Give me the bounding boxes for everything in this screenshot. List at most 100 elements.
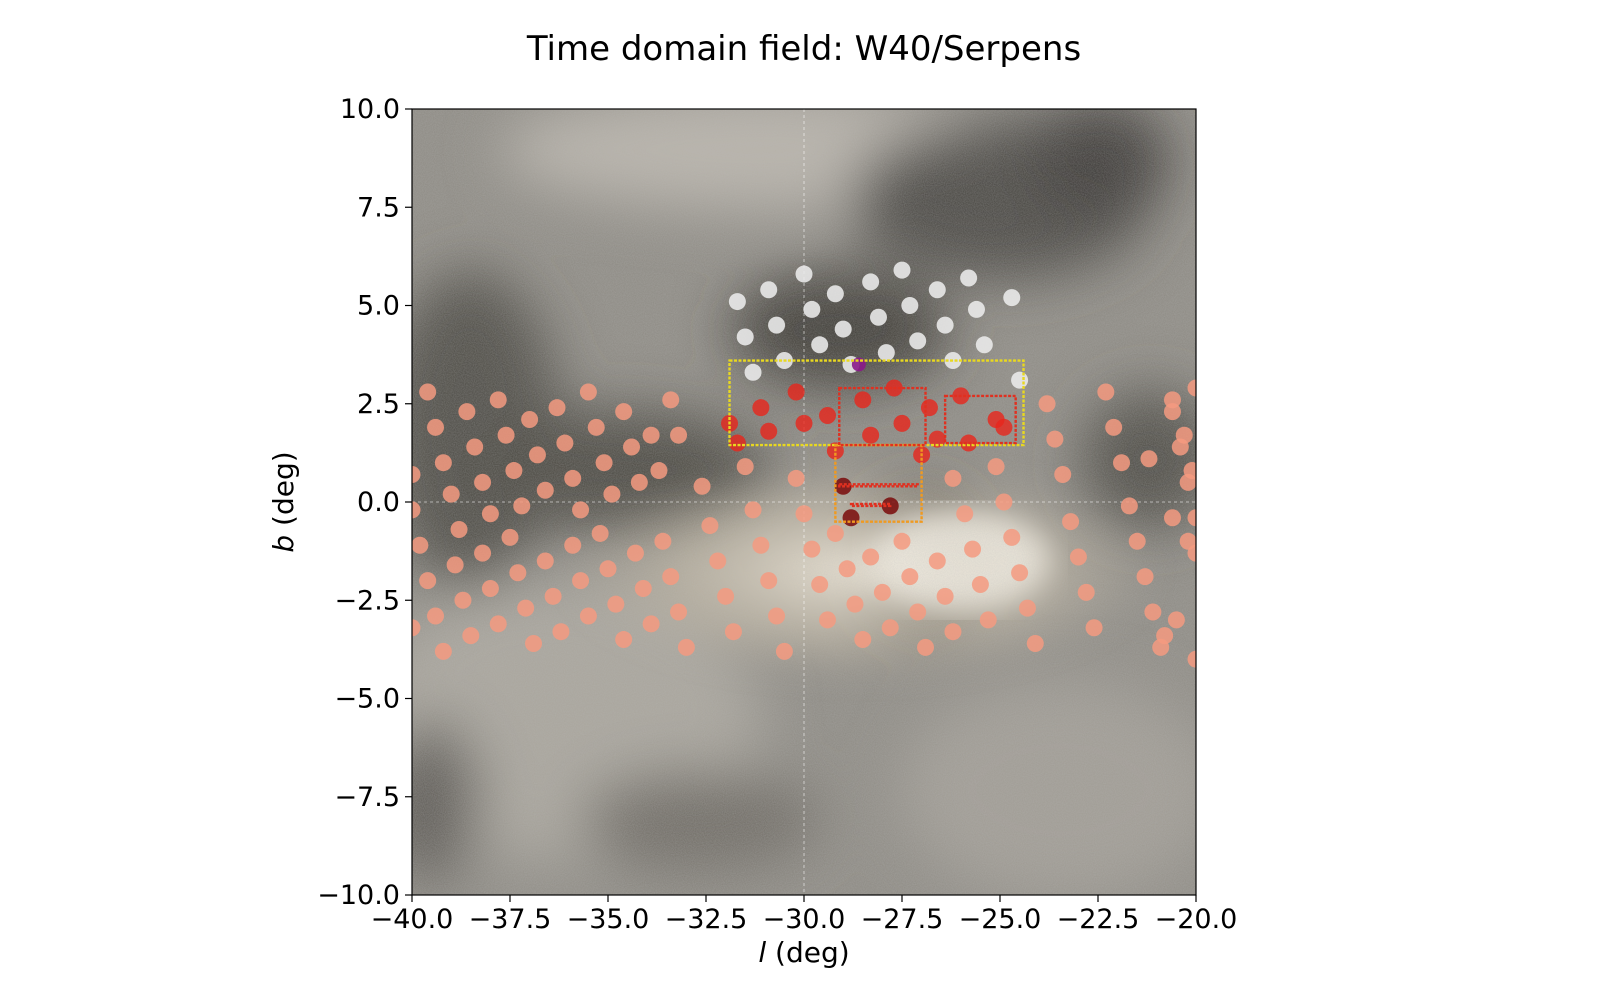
salmon-point	[599, 560, 617, 578]
extinction-map-background	[412, 109, 1196, 895]
salmon-point	[752, 536, 770, 554]
red-point	[920, 399, 938, 417]
salmon-point	[630, 473, 648, 491]
salmon-point	[509, 564, 527, 582]
salmon-point	[670, 426, 688, 444]
y-axis-label: b (deg)	[267, 451, 300, 552]
y-tick-label: −2.5	[334, 585, 400, 616]
white-point	[736, 328, 754, 346]
salmon-point	[1011, 564, 1029, 582]
red-point	[893, 414, 911, 432]
red-point	[928, 430, 946, 448]
salmon-point	[489, 391, 507, 409]
salmon-point	[1187, 379, 1196, 397]
salmon-point	[1167, 611, 1185, 629]
plot-area	[412, 109, 1196, 895]
red-point	[854, 391, 872, 409]
salmon-point	[505, 462, 523, 480]
salmon-point	[826, 524, 844, 542]
salmon-point	[1026, 634, 1044, 652]
red-point	[728, 434, 746, 452]
white-point	[795, 265, 813, 283]
salmon-point	[536, 552, 554, 570]
salmon-point	[1046, 430, 1064, 448]
salmon-point	[434, 642, 452, 660]
white-point	[834, 320, 852, 338]
x-tick-label: −30.0	[763, 904, 846, 935]
y-tick-label: −5.0	[334, 684, 400, 715]
salmon-point	[717, 587, 735, 605]
salmon-point	[481, 579, 499, 597]
white-point	[869, 308, 887, 326]
white-point	[967, 300, 985, 318]
white-point	[928, 281, 946, 299]
salmon-point	[474, 473, 492, 491]
salmon-point	[909, 603, 927, 621]
salmon-point	[677, 638, 695, 656]
red-point	[795, 414, 813, 432]
x-tick-label: −27.5	[861, 904, 944, 935]
salmon-point	[454, 591, 472, 609]
redline-field-outline	[849, 502, 892, 508]
y-tick-label: 7.5	[357, 192, 400, 223]
salmon-point	[587, 418, 605, 436]
salmon-point	[846, 595, 864, 613]
red-point	[995, 418, 1013, 436]
salmon-point	[724, 623, 742, 641]
salmon-point	[623, 438, 641, 456]
salmon-point	[1163, 403, 1181, 421]
salmon-point	[1105, 418, 1123, 436]
salmon-point	[1136, 568, 1154, 586]
salmon-point	[642, 615, 660, 633]
salmon-point	[442, 485, 460, 503]
salmon-point	[701, 517, 719, 535]
red-point	[819, 407, 837, 425]
salmon-point	[964, 540, 982, 558]
salmon-point	[1018, 599, 1036, 617]
salmon-point	[1163, 509, 1181, 527]
salmon-point	[412, 536, 429, 554]
y-tick-label: −10.0	[317, 880, 400, 911]
salmon-point	[1113, 454, 1131, 472]
salmon-point	[572, 572, 590, 590]
salmon-point	[513, 497, 531, 515]
y-axis-ticks: 10.0 7.5 5.0 2.5 0.0 −2.5 −5.0 −7.5 −10.0	[317, 94, 412, 911]
redline-field-outline	[943, 394, 1017, 445]
grid-lines	[412, 109, 1196, 895]
x-tick-label: −32.5	[665, 904, 748, 935]
salmon-point	[501, 528, 519, 546]
salmon-point	[768, 607, 786, 625]
x-tick-label: −40.0	[371, 904, 454, 935]
salmon-point	[1195, 585, 1196, 592]
salmon-point	[412, 619, 421, 637]
chart-title: Time domain field: W40/Serpens	[526, 29, 1081, 69]
salmon-point	[556, 434, 574, 452]
salmon-point	[458, 403, 476, 421]
salmon-point	[1144, 603, 1162, 621]
salmon-point	[544, 587, 562, 605]
salmon-point	[862, 548, 880, 566]
salmon-point	[564, 469, 582, 487]
salmon-point	[481, 505, 499, 523]
salmon-point	[434, 454, 452, 472]
salmon-point	[881, 619, 899, 637]
redline-field-outline	[838, 386, 927, 447]
white-point	[1003, 289, 1021, 307]
x-tick-label: −22.5	[1057, 904, 1140, 935]
salmon-point	[662, 391, 680, 409]
salmon-point	[419, 572, 437, 590]
white-point	[901, 297, 919, 314]
white-point	[909, 332, 927, 350]
salmon-point	[1038, 395, 1056, 413]
redline-field-outline	[838, 483, 919, 488]
red-point	[862, 426, 880, 444]
salmon-point	[936, 587, 954, 605]
salmon-point	[709, 552, 727, 570]
salmon-point	[591, 524, 609, 542]
y-tick-label: 10.0	[340, 94, 400, 125]
salmon-point	[901, 568, 919, 586]
white-point	[768, 316, 786, 334]
salmon-point	[956, 505, 974, 523]
salmon-point	[662, 568, 680, 586]
salmon-point	[552, 623, 570, 641]
